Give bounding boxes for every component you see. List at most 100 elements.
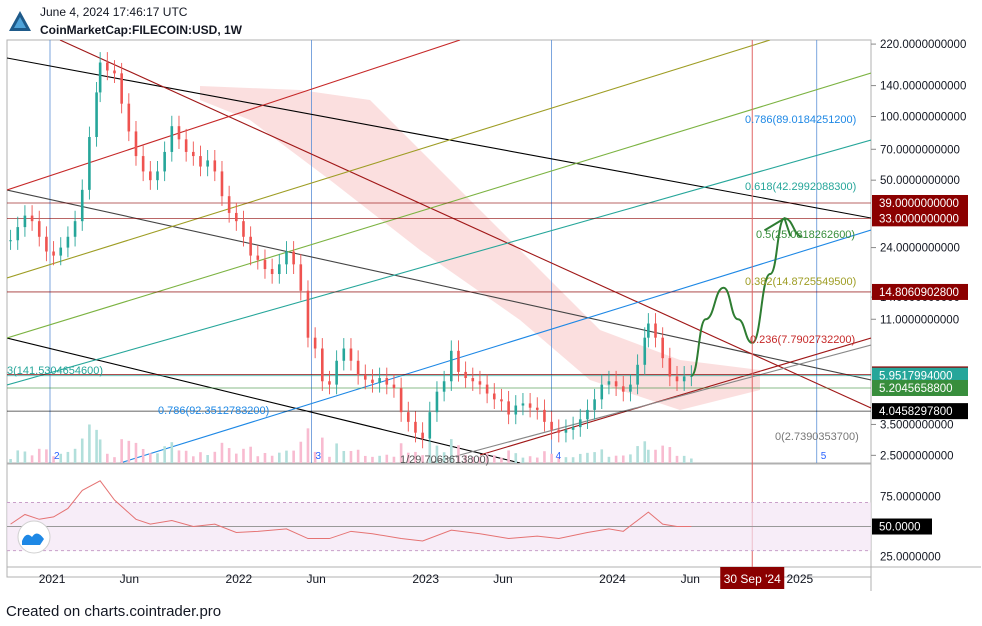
footer-credit: Created on charts.cointrader.pro bbox=[6, 603, 222, 620]
volume-bar bbox=[52, 456, 55, 463]
volume-bar bbox=[414, 451, 417, 463]
price-chart[interactable]: 2 3 4 5 0.786(89.0184251200) 0.618(42.2992088… bbox=[0, 0, 982, 600]
price-plot bbox=[7, 40, 871, 463]
volume-bar bbox=[66, 451, 70, 463]
candle-body bbox=[654, 323, 657, 338]
volume-bar bbox=[73, 448, 77, 463]
volume-bar bbox=[256, 456, 260, 463]
volume-bar bbox=[378, 455, 381, 463]
volume-bar bbox=[23, 451, 27, 463]
volume-bar bbox=[134, 442, 138, 463]
price-level-badge bbox=[872, 194, 968, 211]
candle-body bbox=[80, 189, 84, 222]
candle-body bbox=[668, 358, 672, 377]
candle-body bbox=[414, 421, 417, 433]
volume-bar bbox=[249, 446, 252, 463]
volume-bar bbox=[421, 455, 424, 463]
price-level-badge-label: 14.8060902800 bbox=[879, 287, 959, 299]
fib-level-label: 1/29.7063613800) bbox=[400, 454, 489, 466]
candle-body bbox=[564, 429, 568, 433]
candle-body bbox=[213, 160, 217, 172]
volume-bar bbox=[320, 437, 324, 463]
volume-bar bbox=[528, 456, 532, 463]
candle-body bbox=[263, 259, 267, 270]
candle-body bbox=[106, 62, 109, 71]
candle-body bbox=[349, 348, 353, 361]
volume-bar bbox=[621, 455, 625, 463]
volume-bar bbox=[98, 439, 102, 463]
time-tick-label: Jun bbox=[681, 572, 700, 586]
volume-bar bbox=[30, 455, 34, 463]
candle-body bbox=[535, 407, 539, 410]
fib-level-label: 0.5(25.0818262600) bbox=[756, 229, 855, 241]
fib-level-label: 0.786(89.0184251200) bbox=[745, 114, 856, 126]
volume-bar bbox=[95, 429, 98, 463]
cointrader-logo-icon bbox=[9, 11, 31, 31]
volume-bar bbox=[392, 456, 396, 463]
candle-body bbox=[586, 409, 589, 420]
candle-body bbox=[600, 384, 604, 400]
candle-body bbox=[682, 376, 686, 382]
candle-body bbox=[242, 221, 245, 237]
volume-bar bbox=[543, 451, 546, 463]
candle-body bbox=[249, 236, 252, 256]
candle-body bbox=[98, 62, 102, 93]
volume-bar bbox=[514, 453, 518, 463]
time-tick-label: Jun bbox=[120, 572, 139, 586]
fib-level-label: 0.382(14.8725549500) bbox=[745, 276, 856, 288]
volume-bar bbox=[636, 446, 639, 463]
candle-body bbox=[320, 348, 324, 382]
volume-bar bbox=[356, 449, 360, 463]
price-tick-label: 50.0000000000 bbox=[880, 175, 960, 187]
volume-bar bbox=[213, 451, 217, 463]
candle-body bbox=[478, 381, 482, 385]
candle-body bbox=[342, 348, 346, 361]
cycle-marker-label: 5 bbox=[821, 451, 827, 462]
volume-bar bbox=[629, 454, 632, 463]
volume-bar bbox=[177, 450, 181, 463]
volume-bar bbox=[263, 452, 267, 463]
volume-bar bbox=[80, 438, 84, 463]
candle-body bbox=[235, 212, 238, 222]
time-tick-label: 2022 bbox=[226, 572, 253, 586]
volume-bar bbox=[363, 455, 367, 463]
volume-bar bbox=[299, 441, 303, 463]
candle-body bbox=[392, 384, 396, 389]
time-tick-label: Jun bbox=[306, 572, 325, 586]
candle-body bbox=[134, 131, 138, 157]
volume-bar bbox=[328, 456, 331, 463]
volume-bar bbox=[406, 452, 410, 463]
rsi-tick-label: 75.0000000 bbox=[880, 491, 941, 503]
time-tick-label: 2023 bbox=[412, 572, 439, 586]
candle-body bbox=[514, 405, 518, 415]
volume-bar bbox=[59, 453, 63, 463]
candle-body bbox=[550, 421, 553, 430]
price-level-badge-label: 33.0000000000 bbox=[879, 213, 959, 225]
volume-bar bbox=[385, 454, 389, 463]
fib-level-label: 0.786(92.3512783200) bbox=[158, 405, 269, 417]
volume-bar bbox=[492, 455, 496, 463]
volume-bar bbox=[690, 458, 693, 463]
candle-body bbox=[661, 337, 664, 359]
fib-fan-teal-line bbox=[7, 139, 871, 386]
volume-bar bbox=[442, 452, 446, 463]
candle-body bbox=[285, 251, 288, 265]
chart-symbol: CoinMarketCap:FILECOIN:USD, 1W bbox=[40, 23, 243, 37]
candle-body bbox=[578, 419, 582, 428]
volume-bar bbox=[9, 459, 12, 463]
price-level-badge bbox=[872, 379, 968, 396]
mid-trend-line bbox=[7, 189, 871, 381]
date-badge-label: 30 Sep '24 bbox=[724, 572, 781, 586]
volume-bar bbox=[220, 442, 224, 463]
time-tick-label: 2024 bbox=[599, 572, 626, 586]
candle-body bbox=[356, 360, 360, 375]
price-level-badge bbox=[872, 367, 968, 384]
cloud-logo-icon bbox=[17, 520, 51, 554]
candle-body bbox=[457, 350, 460, 372]
volume-bar bbox=[507, 450, 510, 463]
volume-bar bbox=[435, 445, 439, 463]
candle-body bbox=[66, 236, 70, 248]
volume-bar bbox=[557, 457, 561, 463]
volume-bar bbox=[342, 450, 346, 463]
volume-bar bbox=[278, 452, 281, 463]
